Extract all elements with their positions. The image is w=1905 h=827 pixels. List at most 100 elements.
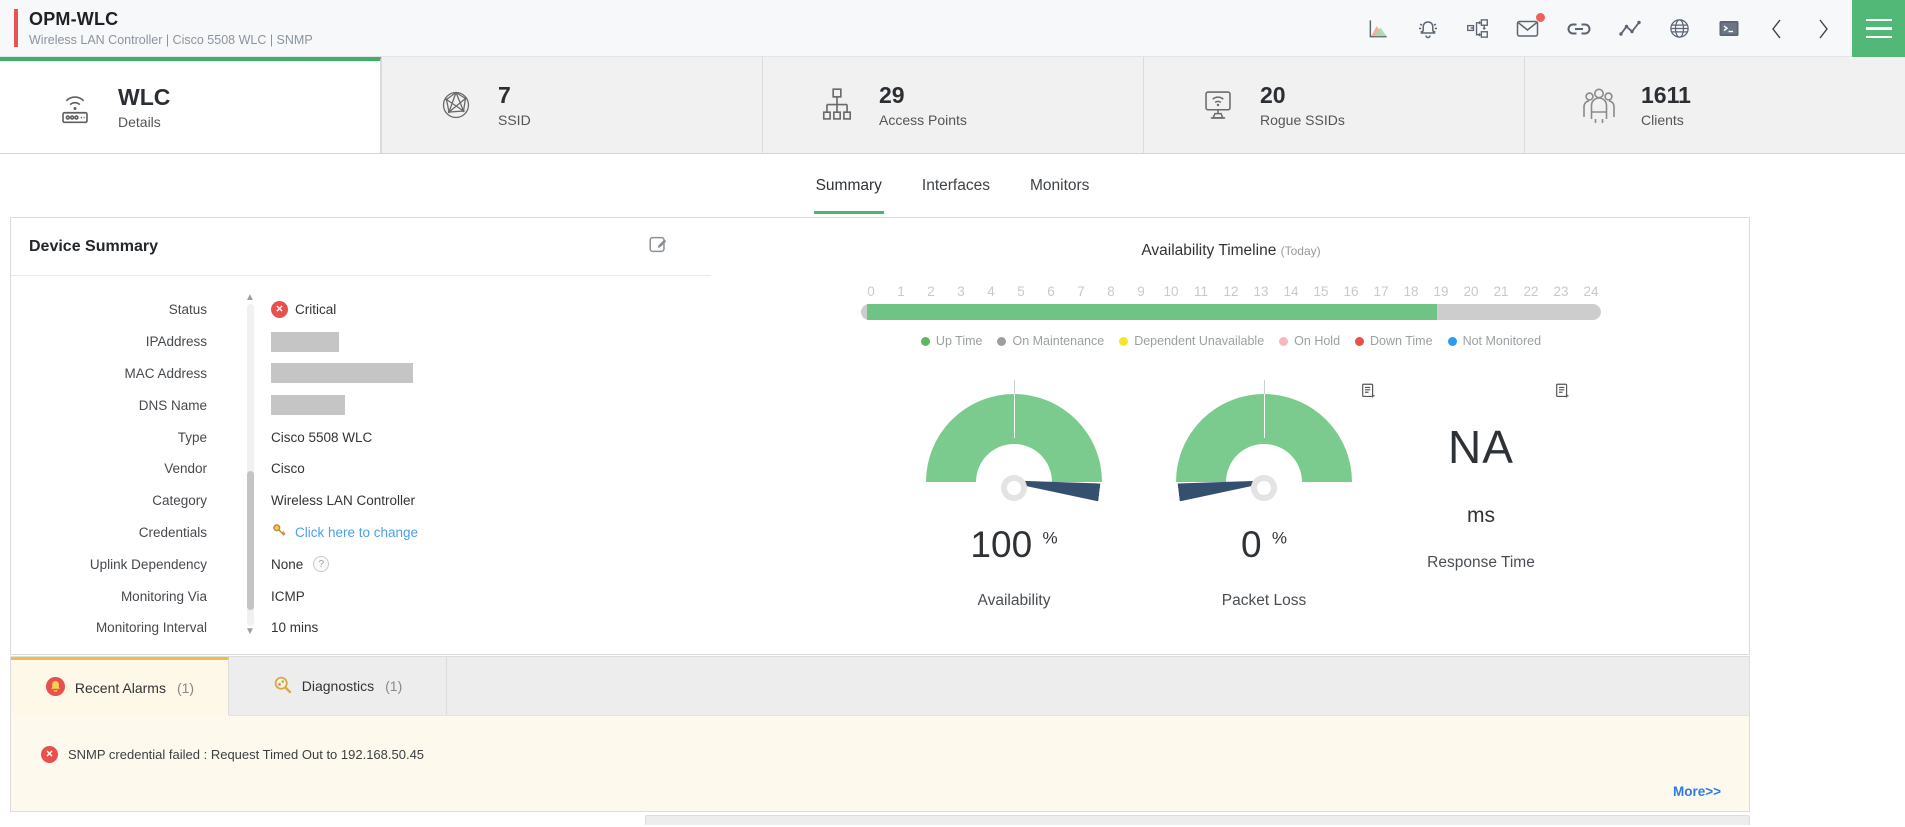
report-icon[interactable]: [1360, 382, 1378, 405]
change-credentials-link[interactable]: Click here to change: [295, 524, 419, 540]
inbox-mail-icon[interactable]: [1515, 13, 1545, 40]
legend-dot: [997, 336, 1007, 346]
field-value: Click here to change: [271, 522, 418, 542]
page-subtitle: Wireless LAN Controller | Cisco 5508 WLC…: [29, 33, 313, 47]
hour-tick-label: 1: [897, 284, 905, 299]
summary-panel: Device Summary Status ✕ Critical IPAddress M…: [10, 217, 1750, 655]
menu-icon[interactable]: [1852, 0, 1905, 57]
redacted-value: [271, 363, 413, 384]
hour-tick-label: 9: [1137, 284, 1145, 299]
previous-device-icon[interactable]: [1767, 16, 1787, 42]
fields-scrollbar[interactable]: ▲ ▼: [243, 292, 257, 638]
card-ssid[interactable]: 7 SSID: [381, 57, 762, 153]
response-time-cell: NA ms Response Time: [1396, 383, 1570, 610]
gauge-hub: [1001, 475, 1027, 501]
packet-loss-label: Packet Loss: [1221, 592, 1307, 609]
uptime-fill: [867, 304, 1437, 320]
toolbar: [1367, 0, 1833, 57]
alarms-tabbar: Recent Alarms (1) Diagnostics (1): [11, 657, 1749, 716]
field-label: Uplink Dependency: [89, 556, 207, 572]
tab-diagnostics[interactable]: Diagnostics (1): [229, 657, 447, 715]
area-chart-icon[interactable]: [1367, 17, 1390, 40]
card-wlc-details[interactable]: WLC Details: [0, 57, 381, 153]
response-time-unit: ms: [1467, 504, 1495, 527]
summary-row: IPAddress: [11, 326, 711, 358]
field-label: Status: [168, 302, 207, 318]
tab-recent-alarms[interactable]: Recent Alarms (1): [11, 657, 229, 716]
field-value: ICMP: [271, 588, 305, 604]
card-rogue-ssids[interactable]: 20 Rogue SSIDs: [1143, 57, 1524, 153]
next-device-icon[interactable]: [1813, 16, 1833, 42]
summary-row: Uplink Dependency None?: [11, 548, 711, 580]
hour-tick-label: 14: [1283, 284, 1299, 299]
field-label: Monitoring Interval: [95, 620, 207, 636]
field-label: Type: [177, 429, 207, 445]
hour-tick-label: 15: [1313, 284, 1329, 299]
hour-tick-label: 17: [1373, 284, 1389, 299]
summary-row: Monitoring Interval 10 mins: [11, 612, 711, 644]
summary-tabbar: Summary Interfaces Monitors: [0, 154, 1905, 214]
scroll-down-icon[interactable]: ▼: [245, 626, 255, 637]
field-label: Category: [152, 493, 207, 509]
top-header: OPM-WLC Wireless LAN Controller | Cisco …: [0, 0, 1905, 57]
timeline-legend: Up Time On Maintenance Dependent Unavailab…: [861, 334, 1601, 348]
field-value: None?: [271, 556, 330, 573]
hour-tick-label: 20: [1463, 284, 1479, 299]
alarm-bell-icon: [45, 676, 66, 700]
timeline-hours: 0 1 2 3 4 5 6 7 8 9 10 11 12 13 14 15 16 17 18 19 20 21 22 23 24: [861, 284, 1601, 299]
availability-value: 100 %: [970, 524, 1058, 565]
summary-row: Vendor Cisco: [11, 453, 711, 485]
legend-item: Dependent Unavailable: [1119, 334, 1264, 348]
field-value: 10 mins: [271, 620, 319, 636]
hour-tick-label: 13: [1253, 284, 1269, 299]
scroll-thumb[interactable]: [246, 471, 254, 610]
workflow-icon[interactable]: [1466, 17, 1489, 40]
tab-monitors[interactable]: Monitors: [1029, 177, 1090, 194]
performance-graph-icon[interactable]: [1618, 18, 1642, 40]
legend-item: On Maintenance: [997, 334, 1104, 348]
critical-icon: ✕: [271, 301, 288, 319]
edit-device-button[interactable]: [647, 233, 669, 260]
more-alarms-link[interactable]: More>>: [1672, 784, 1721, 799]
hour-tick-label: 2: [927, 284, 935, 299]
availability-period: (Today): [1280, 244, 1321, 258]
card-label: Clients: [1641, 112, 1684, 128]
card-clients[interactable]: 1611 Clients: [1524, 57, 1905, 153]
report-icon[interactable]: [1554, 382, 1572, 405]
legend-label: Down Time: [1370, 334, 1433, 348]
card-value: 20: [1260, 82, 1286, 108]
hour-tick-label: 7: [1077, 284, 1085, 299]
terminal-icon[interactable]: [1717, 18, 1741, 39]
response-time-label: Response Time: [1427, 554, 1535, 571]
summary-row: Monitoring Via ICMP: [11, 580, 711, 612]
card-label: Details: [118, 114, 161, 130]
diagnostics-count: (1): [385, 678, 403, 694]
availability-timeline: 0 1 2 3 4 5 6 7 8 9 10 11 12 13 14 15 16 17 18 19 20 21 22 23 24…: [861, 284, 1601, 348]
legend-label: On Maintenance: [1012, 334, 1105, 348]
tab-summary[interactable]: Summary: [813, 177, 884, 214]
alarm-row[interactable]: ✕ SNMP credential failed : Request Timed…: [11, 716, 1749, 763]
tab-interfaces[interactable]: Interfaces: [921, 177, 990, 194]
legend-dot: [1119, 336, 1129, 346]
legend-item: Not Monitored: [1447, 334, 1542, 348]
connect-link-icon[interactable]: [1566, 18, 1592, 40]
card-label: Rogue SSIDs: [1260, 112, 1345, 128]
next-section-edge: [645, 815, 1750, 825]
scroll-up-icon[interactable]: ▲: [245, 292, 255, 303]
legend-item: Down Time: [1355, 334, 1433, 348]
web-globe-icon[interactable]: [1668, 17, 1691, 40]
hour-tick-label: 18: [1403, 284, 1419, 299]
redacted-value: [271, 331, 339, 352]
field-value: Cisco: [271, 461, 305, 477]
field-value: Cisco 5508 WLC: [271, 429, 373, 445]
availability-label: Availability: [977, 592, 1051, 609]
card-label: Access Points: [879, 112, 967, 128]
card-access-points[interactable]: 29 Access Points: [762, 57, 1143, 153]
alarms-bell-icon[interactable]: [1416, 17, 1440, 41]
legend-dot: [1447, 336, 1457, 346]
availability-gauge: 100 % Availability: [896, 380, 1132, 610]
help-icon[interactable]: ?: [313, 556, 330, 573]
hour-tick-label: 16: [1343, 284, 1359, 299]
availability-title: Availability Timeline (Today): [1141, 242, 1321, 259]
legend-label: Not Monitored: [1462, 334, 1542, 348]
